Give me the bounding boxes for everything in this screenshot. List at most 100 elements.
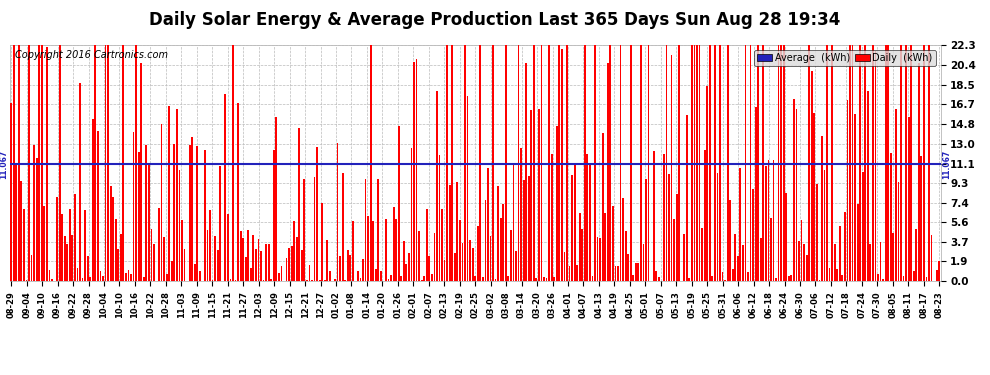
- Bar: [232, 45, 234, 281]
- Bar: [171, 261, 172, 281]
- Bar: [115, 219, 117, 281]
- Bar: [238, 103, 239, 281]
- Bar: [278, 273, 280, 281]
- Bar: [293, 221, 295, 281]
- Bar: [118, 249, 119, 281]
- Bar: [658, 278, 659, 281]
- Bar: [209, 210, 211, 281]
- Bar: [148, 164, 149, 281]
- Bar: [380, 271, 382, 281]
- Bar: [526, 63, 527, 281]
- Bar: [670, 55, 672, 281]
- Bar: [286, 258, 287, 281]
- Bar: [128, 270, 130, 281]
- Bar: [625, 231, 627, 281]
- Bar: [249, 268, 251, 281]
- Bar: [227, 214, 229, 281]
- Bar: [163, 237, 165, 281]
- Bar: [434, 233, 436, 281]
- Bar: [309, 265, 311, 281]
- Bar: [446, 45, 448, 281]
- Bar: [615, 266, 617, 281]
- Bar: [566, 45, 568, 281]
- Bar: [500, 218, 502, 281]
- Bar: [630, 45, 632, 281]
- Bar: [617, 266, 619, 281]
- Bar: [717, 173, 719, 281]
- Bar: [574, 165, 575, 281]
- Bar: [354, 280, 356, 281]
- Bar: [762, 45, 764, 281]
- Bar: [903, 276, 905, 281]
- Bar: [403, 242, 405, 281]
- Bar: [413, 62, 415, 281]
- Bar: [105, 45, 106, 281]
- Bar: [456, 182, 458, 281]
- Bar: [393, 207, 394, 281]
- Bar: [508, 276, 509, 281]
- Bar: [730, 201, 731, 281]
- Bar: [798, 241, 800, 281]
- Bar: [178, 170, 180, 281]
- Bar: [655, 271, 657, 281]
- Bar: [513, 163, 515, 281]
- Bar: [541, 45, 543, 281]
- Bar: [645, 179, 646, 281]
- Bar: [56, 196, 58, 281]
- Bar: [846, 100, 848, 281]
- Bar: [298, 128, 300, 281]
- Bar: [694, 45, 695, 281]
- Bar: [905, 45, 907, 281]
- Bar: [908, 117, 910, 281]
- Bar: [691, 45, 693, 281]
- Bar: [477, 226, 478, 281]
- Bar: [322, 203, 323, 281]
- Bar: [153, 244, 154, 281]
- Bar: [351, 221, 353, 281]
- Bar: [76, 268, 78, 281]
- Bar: [722, 272, 724, 281]
- Bar: [472, 248, 473, 281]
- Bar: [849, 45, 850, 281]
- Bar: [926, 277, 928, 281]
- Bar: [862, 172, 863, 281]
- Bar: [706, 87, 708, 281]
- Bar: [709, 45, 711, 281]
- Bar: [173, 144, 175, 281]
- Bar: [859, 45, 861, 281]
- Bar: [327, 240, 329, 281]
- Bar: [487, 168, 489, 281]
- Bar: [214, 236, 216, 281]
- Bar: [18, 45, 20, 281]
- Bar: [342, 172, 344, 281]
- Bar: [913, 271, 915, 281]
- Bar: [136, 45, 137, 281]
- Bar: [464, 45, 466, 281]
- Bar: [783, 45, 785, 281]
- Bar: [66, 243, 68, 281]
- Bar: [107, 45, 109, 281]
- Bar: [520, 148, 522, 281]
- Bar: [51, 279, 52, 281]
- Bar: [819, 280, 821, 281]
- Bar: [790, 275, 792, 281]
- Bar: [230, 279, 232, 281]
- Bar: [638, 263, 640, 281]
- Bar: [296, 237, 298, 281]
- Bar: [561, 49, 562, 281]
- Bar: [837, 269, 839, 281]
- Bar: [688, 278, 690, 281]
- Bar: [571, 175, 573, 281]
- Bar: [701, 228, 703, 281]
- Bar: [58, 45, 60, 281]
- Bar: [411, 148, 413, 281]
- Bar: [737, 256, 739, 281]
- Bar: [46, 47, 48, 281]
- Bar: [747, 272, 748, 281]
- Bar: [742, 245, 743, 281]
- Bar: [497, 186, 499, 281]
- Bar: [545, 278, 547, 281]
- Bar: [882, 279, 884, 281]
- Bar: [757, 45, 759, 281]
- Bar: [505, 45, 507, 281]
